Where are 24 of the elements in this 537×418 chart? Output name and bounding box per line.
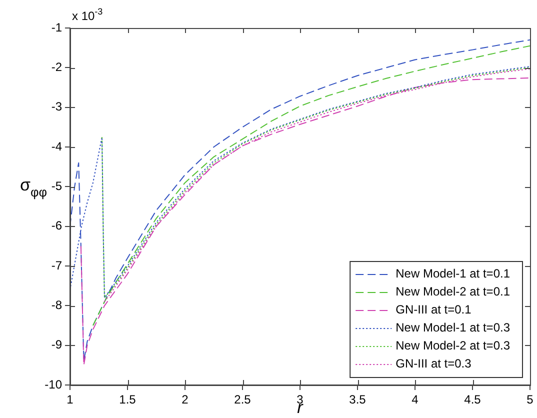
x-tick-label: 5: [526, 392, 534, 407]
legend-label: New Model-1 at t=0.1: [396, 266, 510, 280]
x-tick-label: 4: [412, 392, 419, 407]
legend-label: GN-III at t=0.1: [396, 302, 472, 316]
legend-label: GN-III at t=0.3: [396, 356, 472, 370]
x-tick-label: 1: [66, 392, 74, 407]
x-tick-label: 3.5: [349, 392, 366, 407]
x-tick-label: 2.5: [234, 392, 252, 407]
legend-label: New Model-1 at t=0.3: [396, 320, 510, 334]
y-tick-label: -10: [44, 377, 62, 392]
legend-label: New Model-2 at t=0.1: [396, 284, 510, 298]
x-tick-label: 1.5: [119, 392, 136, 407]
y-tick-label: -2: [51, 60, 62, 74]
y-tick-label: -9: [51, 338, 62, 352]
y-tick-label: -7: [51, 258, 62, 272]
x-tick-label: 4.5: [464, 392, 482, 407]
x-tick-label: 2: [182, 392, 189, 407]
y-tick-label: -6: [51, 218, 62, 233]
y-tick-label: -8: [51, 298, 62, 312]
y-tick-label: -5: [51, 178, 62, 193]
y-tick-label: -1: [51, 20, 62, 34]
y-tick-label: -4: [51, 139, 62, 154]
legend-label: New Model-2 at t=0.3: [396, 338, 510, 352]
y-tick-label: -3: [51, 100, 62, 114]
